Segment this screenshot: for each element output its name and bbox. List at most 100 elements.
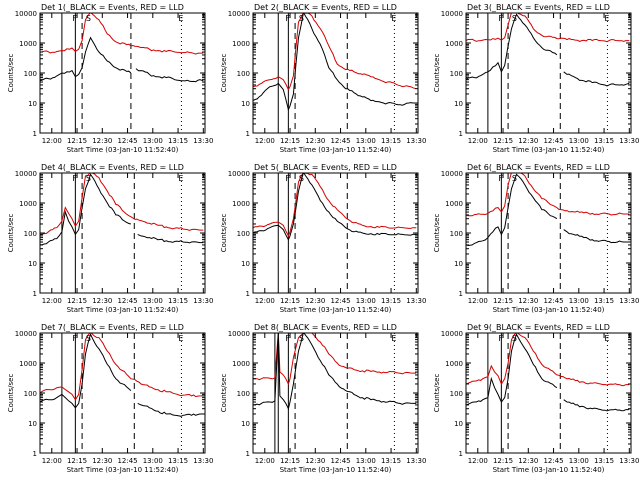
axes-frame: [39, 332, 206, 454]
marker-s: S: [512, 14, 517, 23]
plot-area: [253, 333, 417, 453]
y-tick-label: 1000: [445, 360, 463, 368]
series-events: [253, 173, 417, 241]
series-events: [40, 36, 132, 82]
y-tick-label: 1000: [445, 200, 463, 208]
panel-title: Det 7(_BLACK = Events, RED = LLD: [41, 323, 184, 332]
x-tick-label: 13:00: [143, 457, 163, 465]
y-tick-label: 10000: [441, 10, 463, 18]
series-events: [466, 13, 558, 81]
y-tick-label: 1000: [19, 40, 37, 48]
y-tick-label: 100: [450, 390, 463, 398]
series-events: [253, 333, 417, 411]
panel-det-2: Det 2(_BLACK = Events, RED = LLD F S E 1 10 10…: [220, 3, 426, 154]
y-tick-label: 1000: [19, 200, 37, 208]
series-events: [40, 173, 132, 246]
x-tick-label: 13:30: [619, 457, 639, 465]
x-axis-label: Start Time (03-Jan-10 11:52:40): [280, 466, 392, 474]
y-tick-label: 10: [454, 420, 463, 428]
x-axis-label: Start Time (03-Jan-10 11:52:40): [493, 146, 605, 154]
marker-f: F: [498, 14, 503, 23]
x-tick-label: 13:15: [381, 297, 401, 305]
panel-title: Det 4(_BLACK = Events, RED = LLD: [41, 163, 184, 172]
y-axis-label: Counts/sec: [7, 54, 15, 93]
y-tick-label: 1000: [19, 360, 37, 368]
axes-frame: [252, 172, 419, 294]
panel-title: Det 1(_BLACK = Events, RED = LLD: [41, 3, 184, 12]
x-tick-label: 12:15: [280, 297, 300, 305]
x-tick-label: 12:30: [92, 297, 112, 305]
plot-area: [40, 13, 204, 133]
x-tick-label: 12:00: [255, 137, 275, 145]
series-lld: [253, 13, 417, 91]
x-tick-label: 12:00: [468, 457, 488, 465]
y-tick-label: 10000: [441, 170, 463, 178]
x-tick-label: 12:45: [543, 137, 563, 145]
marker-f: F: [72, 334, 77, 343]
y-tick-label: 100: [450, 230, 463, 238]
x-tick-label: 12:15: [67, 457, 87, 465]
y-tick-label: 10000: [228, 10, 250, 18]
x-tick-label: 13:00: [569, 137, 589, 145]
x-tick-label: 12:30: [518, 457, 538, 465]
x-tick-label: 12:15: [493, 457, 513, 465]
series-events: [563, 399, 630, 412]
y-tick-label: 1: [33, 290, 37, 298]
y-tick-label: 10: [28, 100, 37, 108]
axes-frame: [465, 332, 632, 454]
plot-area: [253, 13, 417, 133]
x-tick-label: 12:15: [280, 457, 300, 465]
marker-f: F: [285, 334, 290, 343]
marker-e: E: [178, 14, 183, 23]
x-tick-label: 12:00: [42, 457, 62, 465]
x-tick-label: 13:15: [594, 457, 614, 465]
x-tick-label: 12:15: [67, 297, 87, 305]
panel-det-9: Det 9(_BLACK = Events, RED = LLD F S E 1 10 10…: [433, 323, 639, 474]
series-events: [137, 402, 204, 417]
y-tick-label: 100: [237, 230, 250, 238]
marker-f: F: [498, 174, 503, 183]
y-tick-label: 10: [454, 100, 463, 108]
marker-f: F: [72, 174, 77, 183]
y-tick-label: 1: [33, 130, 37, 138]
plot-area: [466, 333, 630, 453]
x-tick-label: 12:45: [117, 457, 137, 465]
x-axis-label: Start Time (03-Jan-10 11:52:40): [67, 146, 179, 154]
series-lld: [40, 173, 204, 235]
y-tick-label: 100: [24, 390, 37, 398]
marker-s: S: [299, 14, 304, 23]
y-tick-label: 1: [33, 450, 37, 458]
y-tick-label: 1: [246, 450, 250, 458]
x-tick-label: 12:00: [468, 137, 488, 145]
x-axis-label: Start Time (03-Jan-10 11:52:40): [67, 306, 179, 314]
y-axis-label: Counts/sec: [220, 54, 228, 93]
x-tick-label: 12:15: [67, 137, 87, 145]
x-tick-label: 12:30: [305, 297, 325, 305]
x-tick-label: 13:30: [619, 297, 639, 305]
x-axis-label: Start Time (03-Jan-10 11:52:40): [493, 306, 605, 314]
panel-det-6: Det 6(_BLACK = Events, RED = LLD F S E 1 10 10…: [433, 163, 639, 314]
y-tick-label: 10000: [441, 330, 463, 338]
y-tick-label: 10: [454, 260, 463, 268]
marker-e: E: [391, 174, 396, 183]
plot-area: [40, 173, 204, 293]
series-lld: [40, 333, 204, 401]
y-tick-label: 100: [237, 70, 250, 78]
marker-s: S: [86, 334, 91, 343]
x-tick-label: 12:45: [117, 137, 137, 145]
axes-frame: [39, 172, 206, 294]
series-events: [135, 68, 204, 83]
x-tick-label: 12:45: [330, 297, 350, 305]
x-tick-label: 12:45: [330, 137, 350, 145]
y-tick-label: 1000: [445, 40, 463, 48]
axes-frame: [465, 12, 632, 134]
y-tick-label: 1000: [232, 360, 250, 368]
plot-area: [466, 13, 630, 133]
y-axis-label: Counts/sec: [433, 54, 441, 93]
x-tick-label: 13:30: [193, 457, 213, 465]
x-tick-label: 13:15: [594, 137, 614, 145]
series-lld: [253, 333, 417, 386]
plot-area: [40, 333, 204, 453]
x-tick-label: 13:30: [406, 297, 426, 305]
